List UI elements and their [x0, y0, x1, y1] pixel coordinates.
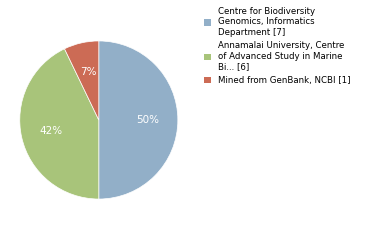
Text: 7%: 7% — [80, 67, 96, 77]
Text: 50%: 50% — [136, 115, 159, 125]
Wedge shape — [65, 41, 99, 120]
Wedge shape — [99, 41, 178, 199]
Legend: Centre for Biodiversity
Genomics, Informatics
Department [7], Annamalai Universi: Centre for Biodiversity Genomics, Inform… — [202, 4, 353, 88]
Text: 42%: 42% — [40, 126, 63, 136]
Wedge shape — [20, 49, 99, 199]
